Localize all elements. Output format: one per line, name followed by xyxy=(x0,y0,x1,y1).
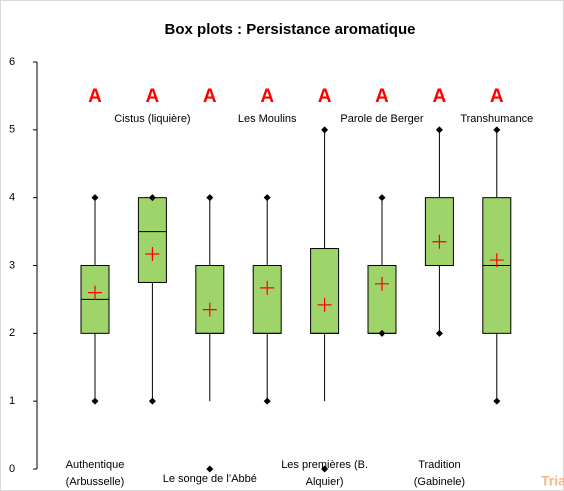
group-letter: A xyxy=(203,86,217,107)
mean-marker xyxy=(375,276,389,291)
mean-marker xyxy=(260,280,275,295)
group-letter: A xyxy=(88,86,102,107)
y-tick-label: 0 xyxy=(9,463,15,475)
y-tick-label: 1 xyxy=(9,395,15,407)
group-letter: A xyxy=(375,86,389,107)
box xyxy=(137,197,167,283)
group-letter: A xyxy=(146,86,160,107)
point xyxy=(493,397,501,405)
category-label: Parole de Berger xyxy=(340,113,423,125)
box xyxy=(310,248,340,334)
group-letter: A xyxy=(433,86,447,107)
category-label: Transhumance xyxy=(460,113,533,125)
box xyxy=(367,265,397,334)
y-tick-label: 6 xyxy=(9,56,15,68)
y-tick-label: 5 xyxy=(9,124,15,136)
point xyxy=(378,329,386,337)
mean-marker xyxy=(432,234,447,249)
point xyxy=(263,194,271,202)
point xyxy=(435,126,443,134)
point xyxy=(321,465,329,473)
mean-marker xyxy=(88,285,102,300)
point xyxy=(493,126,501,134)
point xyxy=(263,397,271,405)
point xyxy=(91,194,99,202)
point xyxy=(206,194,214,202)
mean-marker xyxy=(202,302,217,317)
watermark: Tria xyxy=(541,473,564,489)
category-label: (Arbusselle) xyxy=(66,476,125,488)
category-label: Les premières (B. xyxy=(281,459,368,471)
category-label: Authentique xyxy=(66,459,125,471)
box xyxy=(195,265,225,334)
group-letter: A xyxy=(318,86,332,107)
category-label: Tradition xyxy=(418,459,460,471)
point xyxy=(206,465,214,473)
box xyxy=(424,197,454,267)
group-letter: A xyxy=(260,86,274,107)
category-label: Les Moulins xyxy=(238,113,297,125)
y-tick-label: 2 xyxy=(9,327,15,339)
mean-marker xyxy=(317,297,332,312)
point xyxy=(435,329,443,337)
category-label: Cistus (liquière) xyxy=(114,113,190,125)
group-letter: A xyxy=(490,86,504,107)
mean-marker xyxy=(145,246,160,261)
category-label: (Gabinele) xyxy=(414,476,465,488)
category-label: Le songe de l’Abbé xyxy=(163,473,257,485)
point xyxy=(148,194,156,202)
category-label: Alquier) xyxy=(306,476,344,488)
y-tick-label: 3 xyxy=(9,259,15,271)
point xyxy=(148,397,156,405)
point xyxy=(91,397,99,405)
chart-title: Box plots : Persistance aromatique xyxy=(165,21,416,38)
point xyxy=(378,194,386,202)
mean-marker xyxy=(489,253,504,268)
y-tick-label: 4 xyxy=(9,192,15,204)
point xyxy=(321,126,329,134)
box xyxy=(252,265,282,334)
